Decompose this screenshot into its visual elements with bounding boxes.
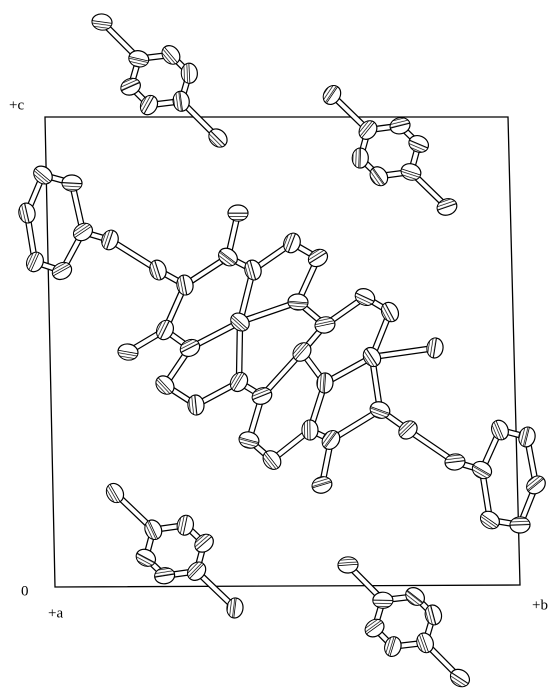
unit-cell — [45, 117, 520, 587]
axis-label-b: +b — [532, 597, 548, 613]
atom-octant — [228, 213, 248, 221]
atom-octant — [352, 148, 361, 168]
packing-diagram: +c 0 +a +b — [0, 0, 555, 689]
molecules — [17, 13, 549, 689]
atom-octant — [62, 182, 82, 191]
atom-octant — [510, 517, 530, 526]
page: {"axes": {"c": "+c", "origin": "0", "a":… — [0, 0, 555, 689]
origin-label: 0 — [21, 583, 29, 599]
atom-octant — [373, 600, 393, 608]
axis-label-a: +a — [48, 605, 63, 621]
axis-label-c: +c — [9, 97, 24, 113]
atom-octant — [337, 556, 358, 565]
